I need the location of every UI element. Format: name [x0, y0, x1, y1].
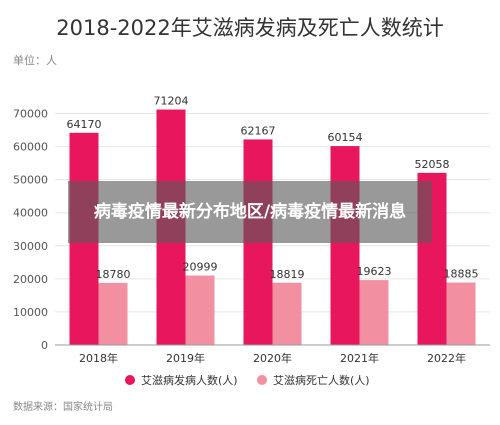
data-label: 64170	[67, 118, 102, 131]
x-tick-label: 2020年	[253, 351, 292, 365]
data-label: 60154	[328, 131, 363, 144]
y-tick-label: 50000	[13, 174, 48, 187]
data-label: 62167	[241, 124, 276, 137]
unit-label: 单位：人	[13, 53, 57, 67]
x-tick-label: 2022年	[427, 351, 466, 365]
source-label: 数据来源：国家统计局	[13, 400, 113, 413]
legend-label: 艾滋病死亡人数(人)	[273, 373, 370, 387]
y-tick-label: 40000	[13, 207, 48, 220]
data-label: 18885	[444, 268, 479, 281]
data-label: 20999	[183, 261, 218, 274]
headline-text: 病毒疫情最新分布地区/病毒疫情最新消息	[93, 202, 407, 222]
headline-overlay[interactable]: 病毒疫情最新分布地区/病毒疫情最新消息	[68, 181, 432, 243]
y-axis-ticks: 0 10000 20000 30000 40000 50000 60000 70000	[13, 108, 48, 352]
data-label: 19623	[357, 265, 392, 278]
legend: 艾滋病发病人数(人) 艾滋病死亡人数(人)	[125, 373, 370, 387]
bar-deaths	[185, 275, 215, 345]
x-tick-label: 2018年	[79, 351, 118, 365]
data-label: 18819	[270, 268, 305, 281]
data-label: 18780	[96, 268, 131, 281]
bar-deaths	[272, 282, 302, 345]
y-tick-label: 10000	[13, 306, 48, 319]
data-label: 71204	[154, 95, 189, 108]
bar-deaths	[446, 282, 476, 345]
y-tick-label: 30000	[13, 240, 48, 253]
chart-title: 2018-2022年艾滋病发病及死亡人数统计	[56, 16, 443, 40]
legend-swatch	[125, 375, 135, 385]
data-labels: 64170 18780 71204 20999 62167 18819 60154 19623…	[67, 95, 479, 281]
bar-deaths	[359, 280, 389, 345]
legend-label: 艾滋病发病人数(人)	[141, 373, 238, 387]
y-tick-label: 0	[41, 339, 48, 352]
data-label: 52058	[415, 158, 450, 171]
y-tick-label: 70000	[13, 108, 48, 121]
bar-incidence	[330, 146, 360, 345]
legend-swatch	[257, 375, 267, 385]
y-tick-label: 20000	[13, 273, 48, 286]
x-tick-label: 2019年	[166, 351, 205, 365]
y-tick-label: 60000	[13, 141, 48, 154]
x-axis-ticks: 2018年 2019年 2020年 2021年 2022年	[79, 351, 466, 365]
bar-deaths	[98, 282, 128, 345]
x-tick-label: 2021年	[340, 351, 379, 365]
